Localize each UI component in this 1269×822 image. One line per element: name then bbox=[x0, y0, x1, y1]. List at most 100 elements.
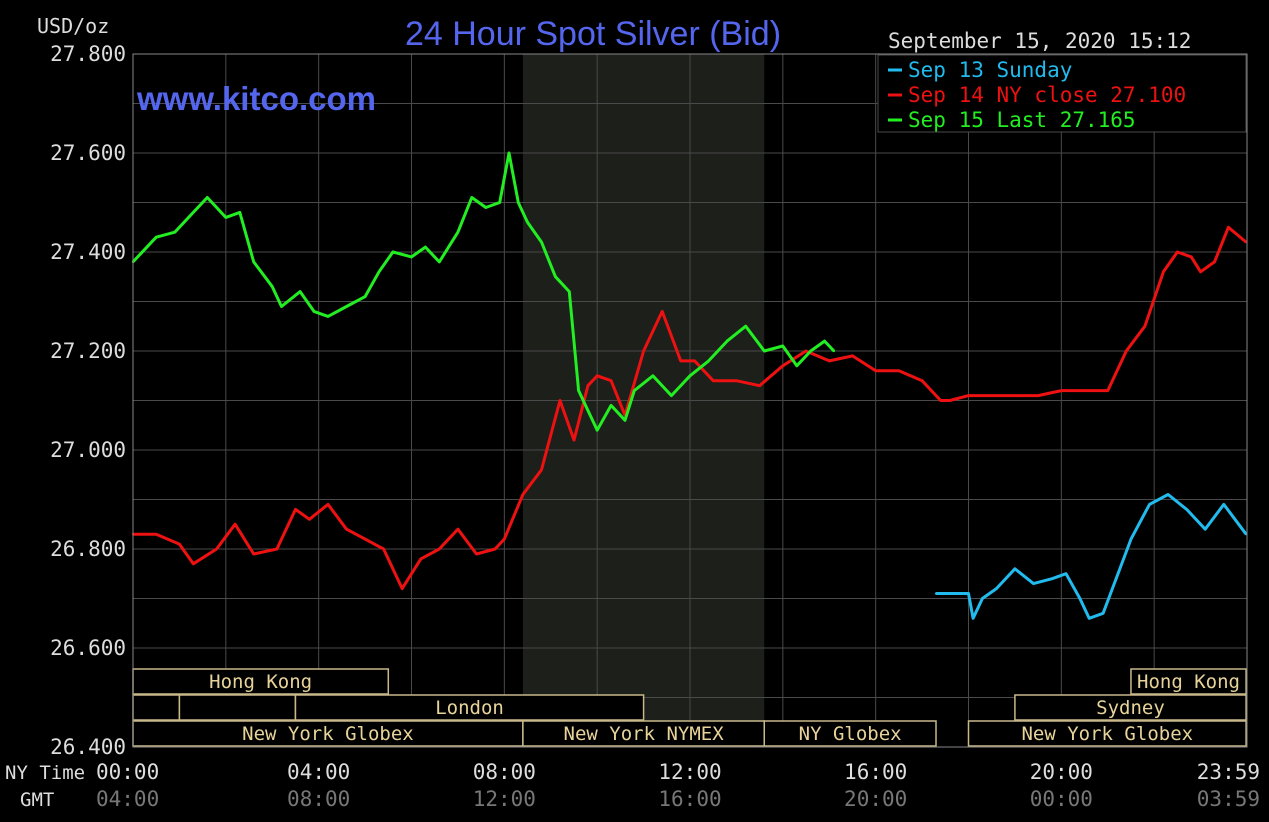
session-box bbox=[132, 668, 390, 695]
website-watermark: www.kitco.com bbox=[136, 80, 376, 117]
series-point bbox=[238, 211, 241, 214]
x-tick-label: 12:00 bbox=[473, 787, 536, 811]
series-point bbox=[609, 379, 613, 382]
series-point bbox=[1032, 582, 1035, 585]
series-point bbox=[735, 379, 738, 382]
y-axis: 26.400 26.600 26.800 27.000 27.200 27.400 27.6… bbox=[50, 42, 126, 759]
series-point bbox=[707, 359, 710, 363]
series-point bbox=[526, 221, 529, 224]
series-point bbox=[1125, 349, 1128, 353]
x-tick-label: 12:00 bbox=[658, 760, 721, 784]
y-tick-label: 26.600 bbox=[50, 636, 126, 660]
series-point bbox=[967, 394, 970, 397]
series-point bbox=[670, 394, 673, 397]
series-point bbox=[326, 315, 330, 318]
session-label: New York NYMEX bbox=[564, 723, 725, 745]
series-point bbox=[763, 349, 766, 353]
series-point bbox=[540, 240, 543, 244]
series-point bbox=[1106, 389, 1109, 392]
x-axis: NY Time 00:00 04:00 08:00 12:00 16:00 20:00 23:… bbox=[5, 760, 1260, 811]
session-box bbox=[294, 694, 645, 721]
series-point bbox=[1213, 260, 1216, 264]
series-line-2 bbox=[131, 151, 835, 432]
series-point bbox=[401, 587, 404, 590]
legend-entry: Sep 14 NY close 27.100 bbox=[908, 83, 1186, 107]
series-point bbox=[744, 325, 747, 328]
series-point bbox=[971, 617, 975, 620]
series-point bbox=[948, 399, 952, 402]
series-point bbox=[326, 503, 330, 506]
series-point bbox=[475, 552, 478, 556]
series-point bbox=[660, 310, 664, 313]
legend-entry: Sep 13 Sunday bbox=[908, 58, 1072, 82]
series-point bbox=[572, 438, 576, 442]
series-point bbox=[781, 344, 785, 348]
x-tick-label: 04:00 bbox=[96, 787, 159, 811]
series-point bbox=[252, 260, 255, 264]
series-point bbox=[224, 216, 228, 219]
series-point bbox=[609, 404, 613, 407]
price-series bbox=[131, 151, 1248, 620]
series-point bbox=[419, 557, 422, 561]
session-box bbox=[132, 694, 181, 721]
y-tick-label: 27.600 bbox=[50, 141, 126, 165]
series-point bbox=[308, 518, 311, 521]
series-point bbox=[507, 151, 511, 155]
series-point bbox=[503, 537, 506, 541]
x-tick-label: 03:59 bbox=[1197, 787, 1260, 811]
x-tick-label: 20:00 bbox=[1030, 760, 1093, 784]
series-point bbox=[363, 537, 367, 541]
series-point bbox=[345, 305, 348, 308]
series-point bbox=[828, 359, 831, 363]
series-point bbox=[1083, 389, 1086, 392]
series-point bbox=[1087, 617, 1091, 620]
series-point bbox=[275, 547, 279, 551]
session-box bbox=[178, 694, 297, 721]
series-point bbox=[233, 523, 237, 526]
session-label: Hong Kong bbox=[1137, 671, 1240, 693]
series-point bbox=[1148, 503, 1151, 506]
series-point bbox=[178, 542, 181, 546]
series-point bbox=[995, 587, 998, 590]
x-tick-label: 00:00 bbox=[1030, 787, 1093, 811]
series-point bbox=[298, 290, 302, 293]
series-point bbox=[1050, 577, 1054, 580]
y-tick-label: 27.400 bbox=[50, 240, 126, 264]
series-point bbox=[725, 339, 729, 343]
session-label: London bbox=[435, 697, 504, 719]
series-point bbox=[693, 359, 696, 363]
series-point bbox=[363, 295, 367, 298]
series-point bbox=[1129, 537, 1133, 541]
series-point bbox=[377, 270, 381, 273]
series-point bbox=[215, 547, 218, 551]
series-point bbox=[294, 508, 297, 511]
x-tick-label: 04:00 bbox=[287, 760, 350, 784]
series-point bbox=[1064, 572, 1068, 575]
series-point bbox=[897, 369, 901, 372]
series-point bbox=[586, 384, 590, 387]
series-point bbox=[874, 369, 877, 372]
gmt-row-label: GMT bbox=[20, 789, 54, 811]
series-point bbox=[493, 547, 497, 551]
series-point bbox=[1036, 394, 1040, 397]
session-label: NY Globex bbox=[799, 723, 902, 745]
series-point bbox=[577, 389, 580, 392]
series-point bbox=[990, 394, 993, 397]
series-point bbox=[155, 235, 158, 239]
series-point bbox=[345, 528, 348, 531]
series-point bbox=[470, 196, 474, 199]
series-point bbox=[712, 379, 715, 382]
series-point bbox=[1060, 389, 1063, 392]
y-tick-label: 27.000 bbox=[50, 438, 126, 462]
series-point bbox=[679, 359, 682, 363]
series-line-0 bbox=[936, 493, 1248, 620]
series-point bbox=[484, 206, 487, 209]
x-tick-label: 16:00 bbox=[658, 787, 721, 811]
series-point bbox=[173, 231, 176, 234]
session-box bbox=[1130, 668, 1247, 695]
series-point bbox=[586, 409, 590, 412]
x-tick-label: 08:00 bbox=[473, 760, 536, 784]
series-point bbox=[1013, 567, 1017, 570]
trading-sessions: Hong Kong London New York Globex New York N… bbox=[132, 668, 1247, 747]
